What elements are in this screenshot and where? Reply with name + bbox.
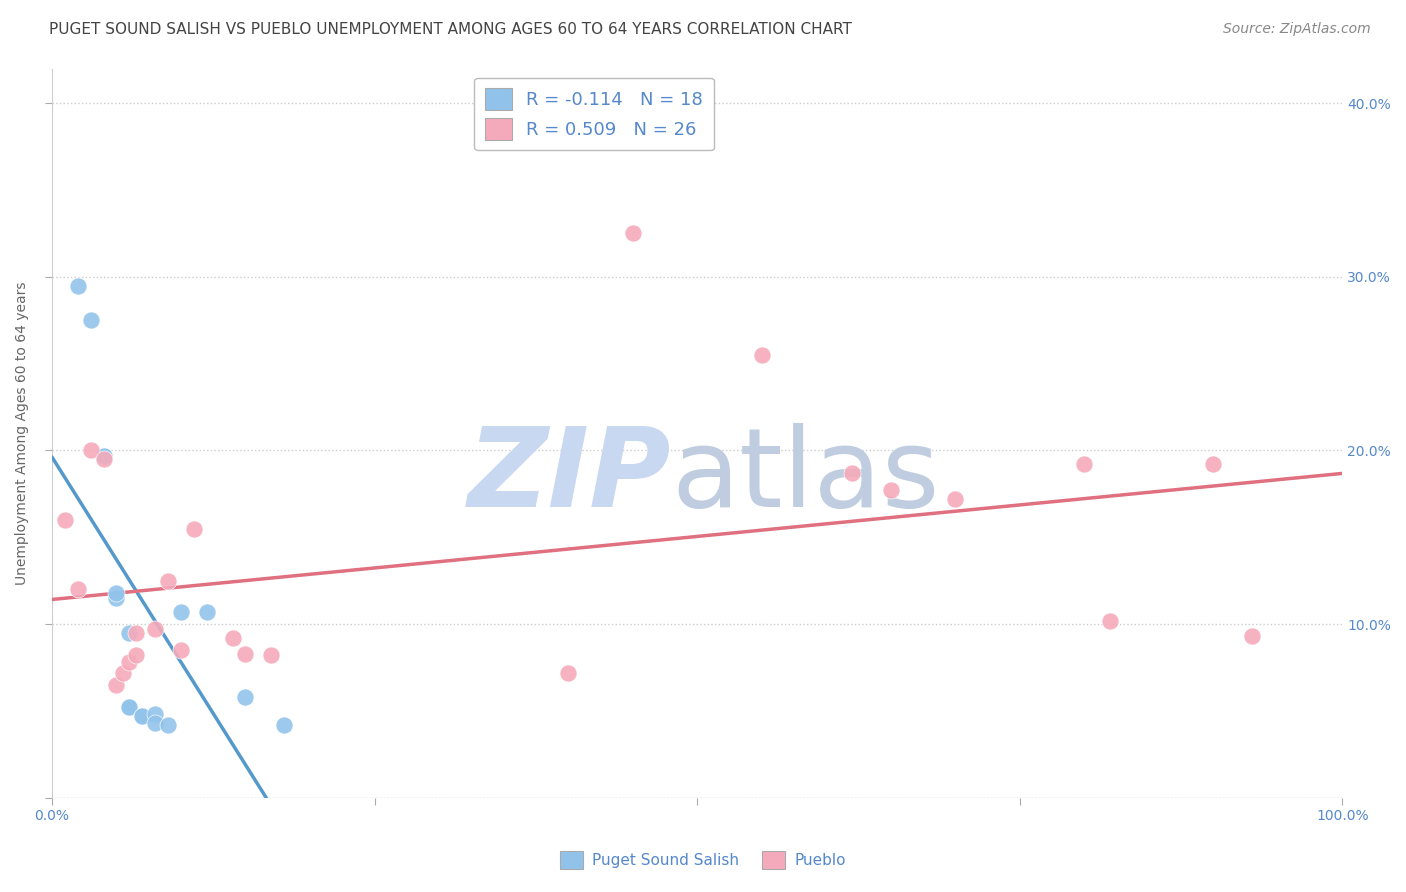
- Point: [1202, 458, 1225, 472]
- Point: [79, 313, 101, 327]
- Text: atlas: atlas: [671, 424, 939, 531]
- Point: [221, 631, 243, 645]
- Point: [841, 466, 863, 480]
- Point: [131, 709, 153, 723]
- Point: [273, 718, 295, 732]
- Point: [157, 718, 180, 732]
- Text: Source: ZipAtlas.com: Source: ZipAtlas.com: [1223, 22, 1371, 37]
- Y-axis label: Unemployment Among Ages 60 to 64 years: Unemployment Among Ages 60 to 64 years: [15, 281, 30, 585]
- Point: [93, 449, 115, 463]
- Point: [1098, 614, 1121, 628]
- Legend: R = -0.114   N = 18, R = 0.509   N = 26: R = -0.114 N = 18, R = 0.509 N = 26: [474, 78, 714, 151]
- Point: [621, 227, 644, 241]
- Point: [170, 643, 193, 657]
- Point: [53, 513, 76, 527]
- Point: [66, 278, 89, 293]
- Legend: Puget Sound Salish, Pueblo: Puget Sound Salish, Pueblo: [554, 845, 852, 875]
- Text: ZIP: ZIP: [468, 424, 671, 531]
- Point: [125, 648, 148, 663]
- Point: [260, 648, 283, 663]
- Point: [131, 709, 153, 723]
- Point: [111, 665, 134, 680]
- Point: [118, 700, 141, 714]
- Point: [105, 591, 128, 605]
- Point: [118, 655, 141, 669]
- Point: [143, 622, 166, 636]
- Point: [66, 582, 89, 597]
- Text: PUGET SOUND SALISH VS PUEBLO UNEMPLOYMENT AMONG AGES 60 TO 64 YEARS CORRELATION : PUGET SOUND SALISH VS PUEBLO UNEMPLOYMEN…: [49, 22, 852, 37]
- Point: [235, 690, 257, 704]
- Point: [1073, 458, 1095, 472]
- Point: [879, 483, 901, 498]
- Point: [235, 647, 257, 661]
- Point: [195, 605, 218, 619]
- Point: [93, 452, 115, 467]
- Point: [751, 348, 773, 362]
- Point: [170, 605, 193, 619]
- Point: [118, 700, 141, 714]
- Point: [118, 625, 141, 640]
- Point: [943, 491, 966, 506]
- Point: [1240, 629, 1263, 643]
- Point: [93, 449, 115, 463]
- Point: [183, 522, 205, 536]
- Point: [143, 716, 166, 731]
- Point: [157, 574, 180, 588]
- Point: [125, 625, 148, 640]
- Point: [557, 665, 579, 680]
- Point: [105, 586, 128, 600]
- Point: [105, 678, 128, 692]
- Point: [143, 707, 166, 722]
- Point: [79, 443, 101, 458]
